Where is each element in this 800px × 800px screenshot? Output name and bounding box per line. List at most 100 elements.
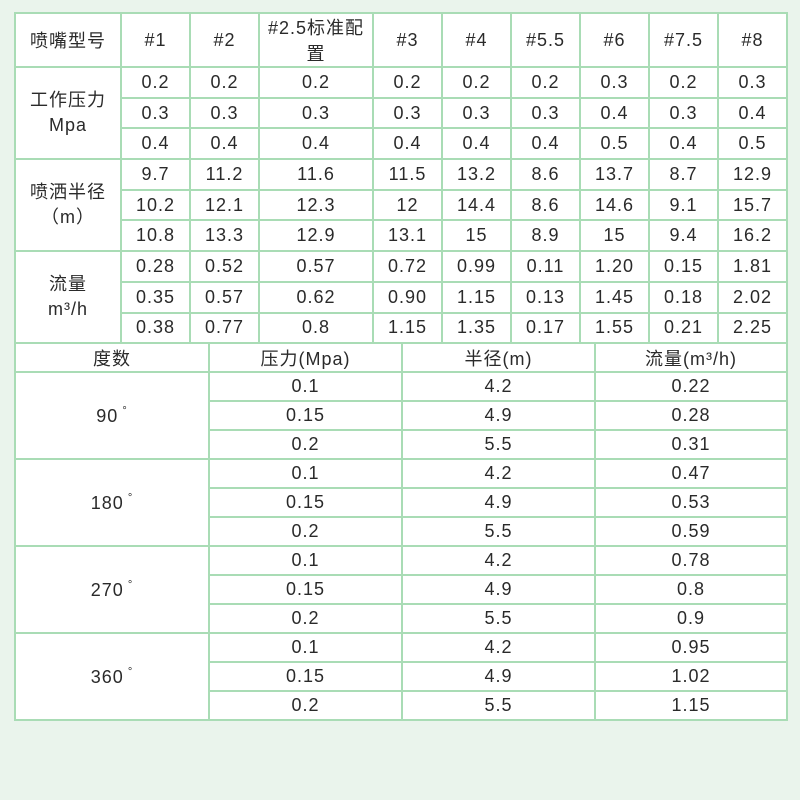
value-cell: 0.13 [510,280,581,314]
model-header: #8 [717,12,788,68]
value-cell: 0.90 [372,280,443,314]
value-cell: 1.02 [594,661,788,692]
value-cell: 14.4 [441,188,512,222]
value-cell: 0.2 [208,603,403,634]
table-row: 0.15 4.9 1.02 [15,661,788,692]
value-cell: 0.28 [594,400,788,431]
value-cell: 0.15 [208,400,403,431]
header-cell: 喷嘴型号 [14,12,122,68]
degree-symbol: ° [127,578,134,591]
table-row: 10.2 12.1 12.3 12 14.4 8.6 14.6 9.1 15.7 [15,188,788,222]
value-cell: 0.57 [189,280,260,314]
model-header: #2.5标准配置 [258,12,374,68]
value-cell: 10.2 [120,188,191,222]
value-cell: 0.3 [372,96,443,130]
value-cell: 11.2 [189,158,260,191]
value-cell: 12.9 [258,219,374,253]
value-cell: 0.4 [579,96,650,130]
table-row: 0.15 4.9 0.28 [15,400,788,431]
table-row: 0.2 5.5 0.31 [15,429,788,460]
value-cell: 0.1 [208,458,403,489]
value-cell: 1.55 [579,311,650,345]
angle-cell: 180 ° [14,458,210,547]
value-cell: 4.2 [401,632,596,663]
value-cell: 0.8 [258,311,374,345]
value-cell: 13.3 [189,219,260,253]
group-label-cell: 喷洒半径 （m） [14,158,122,253]
value-cell: 0.11 [510,250,581,283]
value-cell: 0.2 [208,690,403,721]
value-cell: 0.4 [258,127,374,161]
table-row: 0.2 5.5 0.59 [15,516,788,547]
group-label: 喷洒半径 [30,181,106,202]
table-row: 10.8 13.3 12.9 13.1 15 8.9 15 9.4 16.2 [15,219,788,253]
value-cell: 0.3 [441,96,512,130]
value-cell: 0.95 [594,632,788,663]
group-unit: Mpa [48,115,87,136]
value-cell: 0.5 [717,127,788,161]
column-header: 压力(Mpa) [208,342,403,373]
value-cell: 11.5 [372,158,443,191]
value-cell: 0.4 [189,127,260,161]
value-cell: 0.2 [208,429,403,460]
value-cell: 1.20 [579,250,650,283]
value-cell: 13.2 [441,158,512,191]
value-cell: 0.5 [579,127,650,161]
model-header: #7.5 [648,12,719,68]
value-cell: 0.47 [594,458,788,489]
value-cell: 12 [372,188,443,222]
value-cell: 2.25 [717,311,788,345]
value-cell: 4.9 [401,400,596,431]
value-cell: 0.57 [258,250,374,283]
value-cell: 0.53 [594,487,788,518]
value-cell: 0.2 [441,66,512,99]
value-cell: 1.15 [594,690,788,721]
model-header: #4 [441,12,512,68]
group-label: 工作压力 [30,89,106,110]
value-cell: 0.4 [372,127,443,161]
value-cell: 0.99 [441,250,512,283]
value-cell: 15.7 [717,188,788,222]
value-cell: 0.3 [510,96,581,130]
table-row: 180 ° 0.1 4.2 0.47 [14,458,788,547]
value-cell: 12.3 [258,188,374,222]
value-cell: 0.3 [579,66,650,99]
degree-symbol: ° [122,404,128,417]
angle-value: 180 [90,492,124,513]
value-cell: 8.6 [510,188,581,222]
model-header: #6 [579,12,650,68]
value-cell: 0.4 [120,127,191,161]
value-cell: 16.2 [717,219,788,253]
table-row: 0.15 4.9 0.53 [15,487,788,518]
value-cell: 5.5 [401,516,596,547]
value-cell: 1.81 [717,250,788,283]
group-label-cell: 流量 m³/h [14,250,122,345]
table-row: 0.2 5.5 0.9 [15,603,788,634]
nozzle-spec-table: 喷嘴型号 #1 #2 #2.5标准配置 #3 #4 #5.5 #6 #7.5 #8 工作压力 Mpa 0… [14,12,788,345]
model-header: #5.5 [510,12,581,68]
value-cell: 1.15 [372,311,443,345]
angle-value: 360 [90,666,124,687]
value-cell: 0.1 [208,632,403,663]
table-row: 0.3 0.3 0.3 0.3 0.3 0.3 0.4 0.3 0.4 [15,96,788,130]
value-cell: 0.4 [717,96,788,130]
value-cell: 9.1 [648,188,719,222]
table-row: 喷洒半径 （m） 9.7 11.2 11.6 11.5 13.2 8.6 13.7 8.7 12.9 [14,158,788,253]
group-label-cell: 工作压力 Mpa [14,65,122,161]
value-cell: 4.9 [401,487,596,518]
value-cell: 2.02 [717,280,788,314]
value-cell: 0.35 [120,280,191,314]
value-cell: 8.7 [648,158,719,191]
column-header: 度数 [14,342,210,373]
value-cell: 0.2 [510,66,581,99]
table-row: 0.15 4.9 0.8 [15,574,788,605]
value-cell: 0.38 [120,311,191,345]
value-cell: 0.4 [510,127,581,161]
degree-symbol: ° [127,665,134,678]
value-cell: 0.3 [717,66,788,99]
value-cell: 9.4 [648,219,719,253]
angle-value: 270 [90,579,124,600]
value-cell: 0.3 [120,96,191,130]
table-row: 0.38 0.77 0.8 1.15 1.35 0.17 1.55 0.21 2.25 [15,311,788,345]
value-cell: 12.1 [189,188,260,222]
